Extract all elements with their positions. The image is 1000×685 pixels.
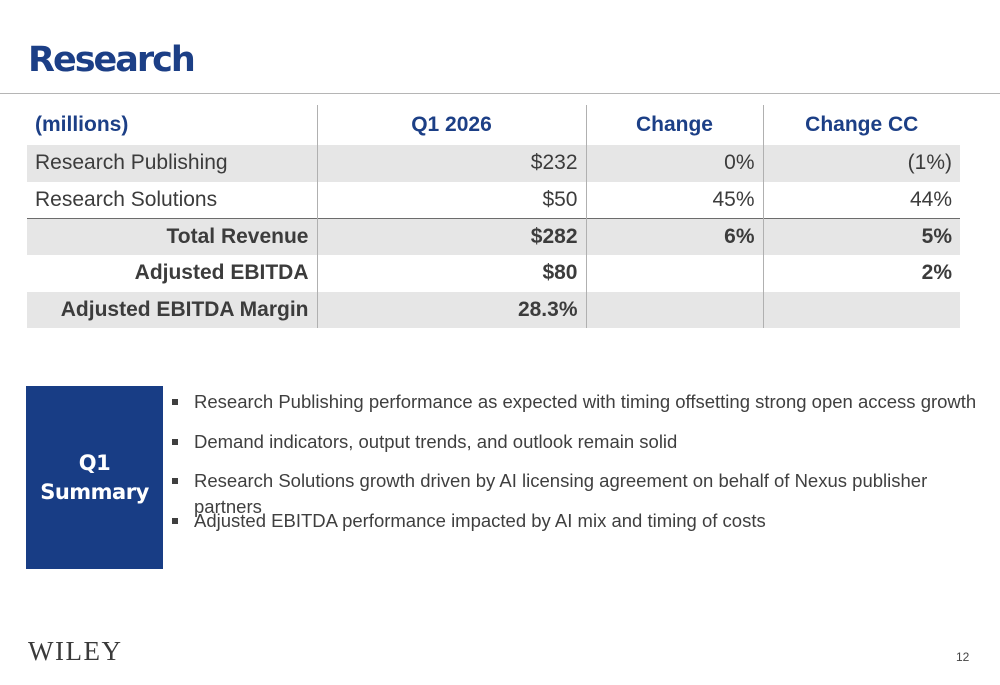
- cell-change: 45%: [585, 181, 763, 219]
- square-bullet-icon: [172, 517, 178, 524]
- page-title: Research: [28, 40, 196, 80]
- cell-change-cc: 44%: [762, 181, 960, 219]
- cell-change: 6%: [585, 217, 763, 256]
- summary-label-line1: Q1: [78, 450, 111, 475]
- summary-label-box: Q1 Summary: [26, 386, 163, 569]
- summary-bullet-list: Research Publishing performance as expec…: [172, 389, 987, 547]
- cell-change: [585, 255, 763, 292]
- summary-bullet-text: Demand indicators, output trends, and ou…: [194, 430, 678, 452]
- row-label: Research Solutions: [35, 187, 218, 211]
- summary-bullet: Adjusted EBITDA performance impacted by …: [172, 508, 987, 548]
- cell-change-cc: [762, 291, 960, 329]
- page-number: 12: [956, 650, 970, 664]
- square-bullet-icon: [172, 478, 178, 484]
- table-row: Adjusted EBITDA $80 2%: [27, 255, 960, 292]
- column-header-change-cc: Change CC: [762, 105, 960, 145]
- column-header-units: (millions): [35, 113, 129, 136]
- table-row: Research Publishing $232 0% (1%): [27, 145, 960, 182]
- square-bullet-icon: [172, 438, 178, 445]
- cell-change: [585, 291, 763, 329]
- cell-q1: 28.3%: [316, 291, 586, 329]
- square-bullet-icon: [172, 399, 178, 405]
- cell-q1: $50: [316, 181, 586, 219]
- summary-bullet-text: Research Publishing performance as expec…: [194, 391, 977, 412]
- column-header-q1: Q1 2026: [316, 105, 586, 145]
- cell-q1: $282: [316, 217, 586, 256]
- summary-label-line2: Summary: [40, 479, 149, 504]
- row-label: Total Revenue: [27, 217, 317, 256]
- title-divider: [0, 93, 1000, 94]
- summary-bullet: Research Publishing performance as expec…: [172, 389, 987, 429]
- row-label: Adjusted EBITDA Margin: [27, 291, 317, 329]
- financial-table: (millions) Q1 2026 Change Change CC Rese…: [27, 105, 960, 329]
- table-row-total: Total Revenue $282 6% 5%: [27, 217, 960, 256]
- table-row: Research Solutions $50 45% 44%: [27, 181, 960, 219]
- summary-bullet: Research Solutions growth driven by AI l…: [172, 468, 987, 517]
- row-label: Research Publishing: [27, 145, 317, 182]
- table-row: Adjusted EBITDA Margin 28.3%: [27, 291, 960, 329]
- table-header-row: (millions) Q1 2026 Change Change CC: [27, 105, 960, 145]
- summary-bullet: Demand indicators, output trends, and ou…: [172, 429, 987, 469]
- wiley-logo: WILEY: [28, 636, 123, 666]
- row-label: Adjusted EBITDA: [134, 261, 309, 285]
- cell-change-cc: 5%: [762, 217, 960, 256]
- column-header-change: Change: [585, 105, 763, 145]
- cell-change: 0%: [585, 145, 763, 182]
- cell-q1: $80: [316, 255, 586, 292]
- summary-bullet-text: Research Solutions growth driven by AI l…: [194, 470, 928, 517]
- cell-change-cc: (1%): [762, 145, 960, 182]
- summary-bullet-text: Adjusted EBITDA performance impacted by …: [194, 509, 766, 531]
- cell-change-cc: 2%: [762, 255, 960, 292]
- cell-q1: $232: [316, 145, 586, 182]
